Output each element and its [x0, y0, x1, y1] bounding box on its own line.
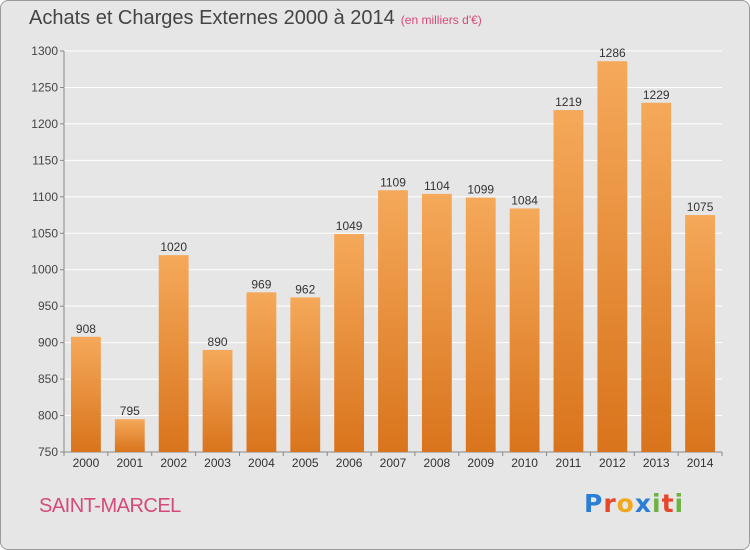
bar — [290, 297, 321, 452]
bar — [114, 419, 145, 452]
data-label: 969 — [251, 277, 271, 291]
bar — [685, 215, 715, 452]
y-tick-label: 900 — [38, 336, 58, 350]
bar — [378, 190, 408, 453]
data-label: 1099 — [467, 183, 494, 197]
logo-letter: i — [652, 489, 662, 518]
x-tick-label: 2007 — [380, 456, 407, 470]
data-label: 1084 — [511, 193, 538, 207]
chart-subtitle: (en milliers d'€) — [400, 13, 482, 27]
x-tick-label: 2014 — [687, 456, 714, 470]
x-tick-label: 2012 — [599, 456, 626, 470]
bar — [509, 208, 540, 452]
x-tick-label: 2006 — [336, 456, 363, 470]
data-label: 962 — [295, 282, 315, 296]
data-label: 1219 — [555, 95, 582, 109]
x-tick-label: 2013 — [643, 456, 670, 470]
x-tick-label: 2003 — [204, 456, 231, 470]
data-label: 795 — [120, 404, 140, 418]
data-label: 1286 — [599, 46, 626, 60]
proxiti-logo: Proxiti — [584, 489, 684, 518]
logo-letter: x — [634, 489, 652, 518]
y-tick-label: 1200 — [31, 117, 58, 131]
y-tick-label: 1000 — [31, 263, 58, 277]
bar — [334, 234, 365, 452]
bar — [641, 102, 672, 453]
logo-letter: i — [674, 489, 685, 518]
y-tick-label: 1300 — [31, 44, 58, 58]
y-tick-label: 1100 — [32, 190, 58, 204]
logo-letter: P — [584, 489, 604, 518]
bar — [597, 61, 628, 452]
data-label: 1020 — [160, 240, 187, 254]
x-tick-label: 2011 — [556, 456, 582, 470]
x-tick-label: 2004 — [248, 456, 275, 470]
bar — [202, 349, 233, 452]
bar — [421, 193, 452, 452]
y-tick-label: 850 — [38, 372, 58, 386]
x-tick-label: 2001 — [116, 456, 143, 470]
bar — [465, 197, 496, 452]
data-label: 1229 — [643, 88, 670, 102]
x-tick-label: 2009 — [467, 456, 494, 470]
chart-title: Achats et Charges Externes 2000 à 2014 (e… — [29, 7, 482, 30]
x-tick-label: 2010 — [511, 456, 538, 470]
data-label: 908 — [76, 322, 96, 336]
logo-letter: o — [616, 489, 635, 518]
y-tick-label: 750 — [38, 445, 58, 459]
data-label: 1104 — [424, 179, 450, 193]
y-tick-label: 1050 — [31, 226, 58, 240]
y-tick-label: 800 — [38, 409, 58, 423]
x-tick-label: 2005 — [292, 456, 319, 470]
x-tick-label: 2002 — [160, 456, 187, 470]
logo-letter: r — [603, 489, 617, 518]
commune-name: SAINT-MARCEL — [39, 495, 181, 517]
data-label: 1049 — [336, 219, 363, 233]
bar — [553, 110, 584, 452]
y-tick-label: 1150 — [32, 153, 58, 167]
data-label: 1075 — [687, 200, 714, 214]
logo-letter: t — [661, 489, 675, 518]
bar — [158, 255, 189, 452]
chart-title-text: Achats et Charges Externes 2000 à 2014 — [29, 7, 395, 29]
y-tick-label: 950 — [38, 299, 58, 313]
y-tick-label: 1250 — [31, 80, 58, 94]
data-label: 890 — [208, 335, 228, 349]
bar — [71, 336, 101, 452]
bar — [246, 292, 277, 452]
x-tick-label: 2008 — [424, 456, 451, 470]
data-label: 1109 — [380, 175, 406, 189]
x-tick-label: 2000 — [73, 456, 100, 470]
